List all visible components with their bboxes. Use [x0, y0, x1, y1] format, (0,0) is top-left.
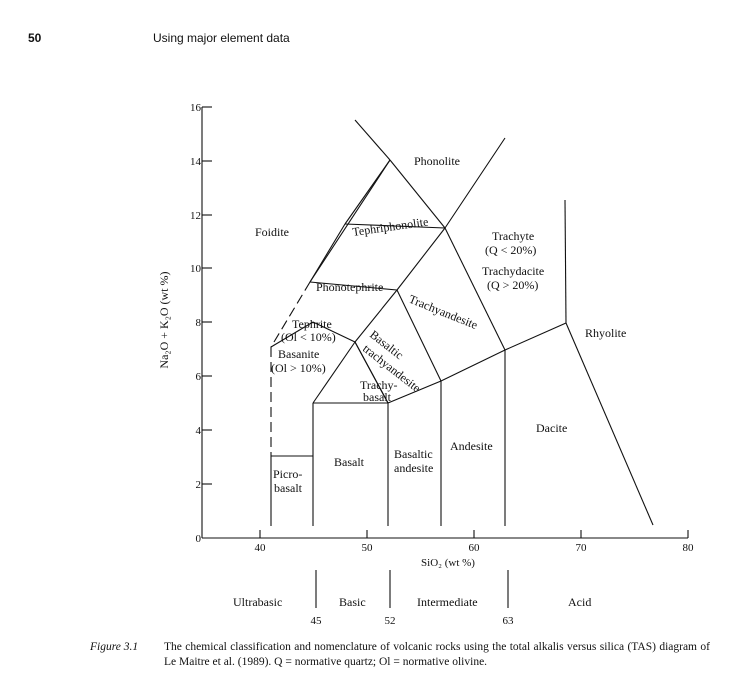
field-label: basalt — [274, 481, 303, 495]
field-label: Basanite — [278, 347, 319, 361]
y-tick-label: 14 — [190, 156, 202, 168]
field-label: Foidite — [255, 225, 289, 239]
y-tick-label: 4 — [196, 425, 202, 437]
group-label: Basic — [339, 595, 366, 609]
field-label: (Q < 20%) — [485, 243, 536, 257]
field-label: Dacite — [536, 421, 567, 435]
field-label: andesite — [394, 461, 433, 475]
x-tick-label: 40 — [255, 542, 267, 554]
field-label: Trachy- — [360, 378, 398, 392]
page-number: 50 — [28, 31, 42, 45]
group-label: Ultrabasic — [233, 595, 282, 609]
running-title: Using major element data — [153, 31, 290, 45]
field-label: Phonotephrite — [316, 280, 383, 294]
x-tick-label: 60 — [469, 542, 481, 554]
field-label: (Q > 20%) — [487, 278, 538, 292]
field-label: Tephriphonolite — [351, 214, 429, 239]
y-axis-label: Na₂O + K₂O (wt %) — [157, 271, 171, 368]
field-label: Andesite — [450, 439, 493, 453]
field-label: Trachyandesite — [407, 292, 480, 332]
group-label: Intermediate — [417, 595, 478, 609]
field-label: Picro- — [273, 467, 302, 481]
field-label: (Ol > 10%) — [271, 361, 326, 375]
y-tick-label: 0 — [196, 533, 202, 545]
field-label: Basaltic — [394, 447, 433, 461]
y-tick-label: 8 — [196, 317, 202, 329]
x-tick-label: 70 — [576, 542, 588, 554]
y-tick-label: 12 — [190, 210, 201, 222]
field-label: Phonolite — [414, 154, 460, 168]
field-label: (Ol < 10%) — [281, 330, 336, 344]
y-tick-label: 6 — [196, 371, 202, 383]
y-tick-label: 2 — [196, 479, 202, 491]
caption-text: The chemical classification and nomencla… — [164, 641, 710, 668]
caption-label: Figure 3.1 — [90, 641, 139, 653]
x-axis-label: SiO₂ (wt %) — [421, 557, 475, 569]
group-boundary-label: 52 — [385, 615, 396, 627]
group-boundary-label: 63 — [503, 615, 515, 627]
field-label: Trachyte — [492, 229, 534, 243]
tas-diagram: 16 14 12 10 8 6 4 2 0 40 50 60 70 80 SiO… — [157, 102, 695, 627]
field-label: Tephrite — [292, 317, 332, 331]
field-label: Rhyolite — [585, 326, 626, 340]
x-tick-label: 50 — [362, 542, 374, 554]
field-label: Trachydacite — [482, 264, 544, 278]
group-label: Acid — [568, 595, 591, 609]
group-boundary-label: 45 — [311, 615, 323, 627]
field-label: Basalt — [334, 455, 365, 469]
y-tick-label: 10 — [190, 263, 202, 275]
y-tick-label: 16 — [190, 102, 202, 114]
x-tick-label: 80 — [683, 542, 695, 554]
field-label: basalt — [363, 390, 392, 404]
